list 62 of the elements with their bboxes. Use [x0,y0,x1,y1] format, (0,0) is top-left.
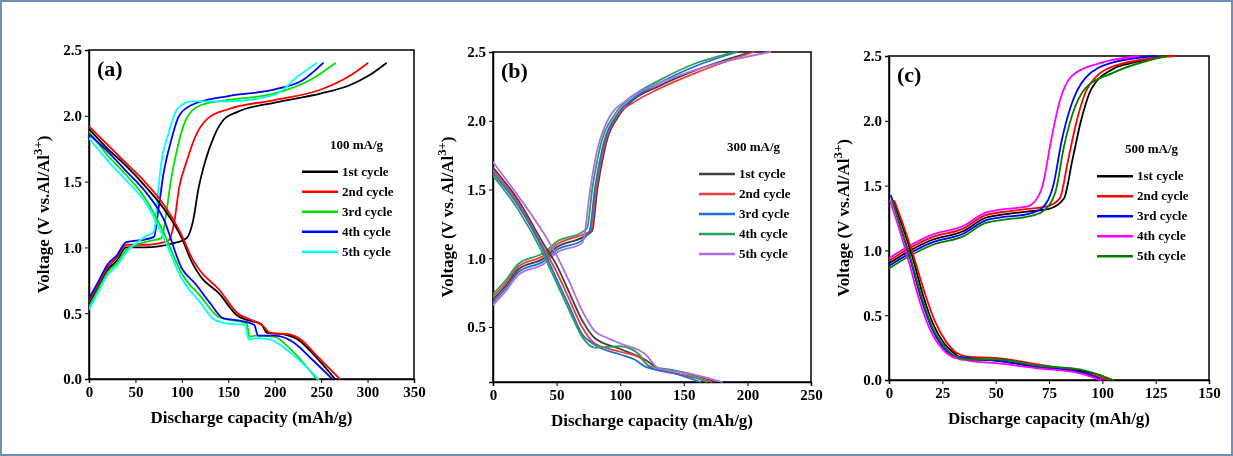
x-tick-label: 0 [85,383,94,400]
legend-label: 3rd cycle [1137,208,1188,224]
x-tick-label: 100 [1091,384,1115,401]
x-tick-label: 25 [935,384,951,401]
y-tick-label: 2.0 [863,113,882,130]
y-tick-label: 2.5 [63,42,82,59]
y-tick-label: 2.5 [863,48,882,65]
x-tick-label: 50 [988,384,1004,401]
y-tick-label: 1.0 [467,250,486,267]
x-tick-label: 250 [310,383,333,400]
x-tick-label: 125 [1144,384,1168,401]
x-tick-label: 300 [356,383,380,400]
x-tick-label: 0 [489,386,498,403]
x-axis-title: Discharge capacity (mAh/g) [550,411,754,430]
x-tick-label: 50 [549,386,565,403]
legend-label: 2nd cycle [342,183,394,199]
y-tick-label: 1.5 [863,177,882,194]
y-tick-label: 0.0 [863,372,882,389]
y-tick-label: 0.0 [63,371,82,388]
legend-label: 5th cycle [342,243,391,259]
y-tick-label: 0.5 [863,307,882,324]
legend-label: 4th cycle [1137,228,1186,244]
x-axis-title: Discharge capacity (mAh/g) [947,409,1151,428]
legend-label: 4th cycle [739,226,788,241]
legend-label: 5th cycle [739,246,788,261]
legend-label: 4th cycle [342,223,391,239]
x-tick-label: 250 [800,386,823,403]
y-tick-label: 1.0 [863,242,882,259]
x-tick-label: 150 [217,383,241,400]
legend-label: 1st cycle [1137,168,1184,184]
y-tick-label: 2.5 [467,44,486,61]
legend-title: 500 mA/g [1125,141,1179,157]
y-tick-label: 1.0 [63,239,82,256]
x-tick-label: 50 [128,383,144,400]
chart-title: (c) [897,62,922,87]
legend-label: 3rd cycle [739,206,790,221]
legend-label: 2nd cycle [739,186,791,201]
chart-title: (a) [97,56,123,81]
x-tick-label: 100 [171,383,194,400]
x-tick-label: 0 [885,384,894,401]
x-tick-label: 150 [1198,384,1221,401]
y-tick-label: 0.5 [63,305,82,322]
legend-label: 1st cycle [739,166,786,181]
y-tick-label: 2.0 [467,113,486,130]
x-tick-label: 200 [736,386,760,403]
x-tick-label: 350 [403,383,426,400]
legend-label: 3rd cycle [342,203,393,219]
x-tick-label: 200 [263,383,287,400]
legend-title: 100 mA/g [330,136,384,152]
y-tick-label: 2.0 [63,108,82,125]
x-tick-label: 100 [609,386,632,403]
x-axis-title: Discharge capacity (mAh/g) [150,408,353,427]
y-tick-label: 1.5 [467,181,486,198]
legend-label: 2nd cycle [1137,188,1189,204]
chart-title: (b) [501,58,528,83]
y-tick-label: 1.5 [63,173,82,190]
x-tick-label: 75 [1042,384,1057,401]
legend-label: 1st cycle [342,163,389,179]
x-tick-label: 150 [673,386,696,403]
legend-title: 300 mA/g [727,139,781,154]
legend-label: 5th cycle [1137,248,1186,264]
y-tick-label: 0.5 [467,319,486,336]
